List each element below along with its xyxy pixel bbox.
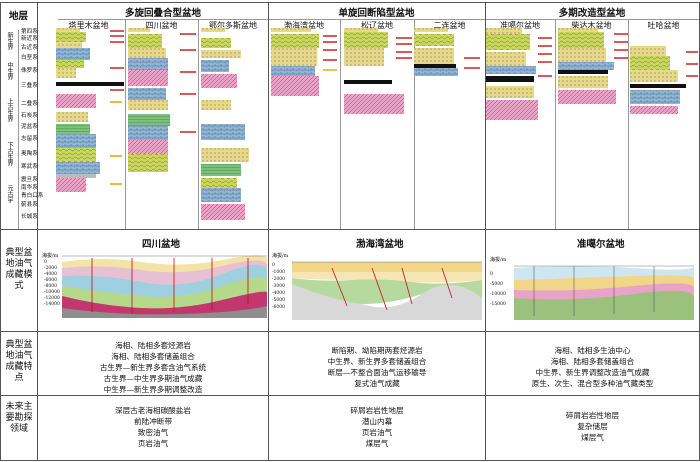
system-cretaceous: 白垩系 bbox=[21, 55, 38, 61]
system-carboniferous: 石炭系 bbox=[21, 113, 38, 119]
junggar-depth-axis: 0 -5000 -10000 -15000 bbox=[490, 272, 506, 307]
row-divider-1 bbox=[0, 229, 700, 230]
section-title-junggar: 准噶尔盆地 bbox=[577, 239, 625, 250]
row-divider-3 bbox=[0, 395, 700, 396]
section-title-sichuan: 四川盆地 bbox=[142, 239, 181, 250]
features-rift: 断陷期、坳陷期两套烃源岩 中生界、新生界多套储盖组合 断层—不整合面油气运移输导复… bbox=[327, 346, 427, 388]
system-silurian: 志留系 bbox=[21, 136, 38, 142]
features-modified: 海相、陆相多生油中心 海相、陆相多套储盖组合 中生界、新生界调整改造油气成藏 原生、… bbox=[531, 346, 654, 388]
future-rift: 碎屑岩岩性地层 潜山内幕 页岩油气 煤层气 bbox=[350, 406, 404, 448]
sichuan-depth-axis: 0 -2000 -4000 -6000 -8000 -10000 -12000 -140… bbox=[44, 260, 60, 307]
era-mesozoic: 中生界 bbox=[6, 62, 13, 80]
stratum-header: 地层 bbox=[8, 11, 28, 22]
bohai-cross-section bbox=[292, 261, 482, 320]
system-sinian: 震旦系 bbox=[21, 177, 38, 183]
system-ordovician: 奥陶系 bbox=[21, 151, 38, 157]
basin-divider-d bbox=[414, 19, 415, 229]
system-jurassic: 侏罗系 bbox=[21, 68, 38, 74]
label-col-divider bbox=[37, 2, 38, 460]
era-upper-paleozoic: 上古生界 bbox=[6, 98, 13, 122]
features-multicycle: 海相、陆相多套烃源岩 海相、陆相多套储盖组合 古生界—新生界多套含油气系统 古生界—… bbox=[99, 341, 207, 394]
era-proterozoic: 元古宇 bbox=[6, 185, 13, 203]
bohai-depth-axis: 0 -1000 -2000 -3000 -4000 -5000 -6000 bbox=[272, 263, 285, 310]
group-title-multicycle: 多旋回叠合型盆地 bbox=[124, 8, 201, 19]
system-devonian: 泥盆系 bbox=[21, 124, 38, 130]
future-modified: 碎屑岩岩性地层 复杂储层 煤层气 bbox=[565, 411, 620, 442]
future-multicycle: 深层古老海相碳酸盐岩 前陆冲断带 致密油气 页岩油气 bbox=[115, 406, 191, 448]
system-changcheng: 长城系 bbox=[21, 214, 38, 220]
sichuan-cross-section bbox=[62, 255, 267, 318]
left-border bbox=[0, 2, 1, 460]
basin-divider-e bbox=[555, 19, 556, 229]
era-lower-paleozoic: 下古生界 bbox=[6, 142, 13, 166]
system-neogene: 新近系 bbox=[21, 36, 38, 42]
basin-bohai: 渤海湾盆地 bbox=[284, 21, 324, 30]
stratigraphic-columns bbox=[56, 28, 698, 220]
system-paleogene: 古近系 bbox=[21, 45, 38, 51]
system-permian: 二叠系 bbox=[21, 101, 38, 107]
group-title-rift: 单旋回断陷型盆地 bbox=[338, 8, 415, 19]
section-title-bohai: 渤海湾盆地 bbox=[356, 239, 404, 250]
basin-ordos: 鄂尔多斯盆地 bbox=[209, 21, 257, 30]
basin-tarim: 塔里木盆地 bbox=[68, 21, 109, 30]
basin-divider-b bbox=[198, 19, 199, 229]
basin-songliao: 松辽盆地 bbox=[361, 21, 393, 30]
row-label-model: 典型盆地油气成藏模式 bbox=[5, 248, 33, 291]
group-divider-2 bbox=[485, 2, 486, 460]
junggar-cross-section bbox=[514, 265, 694, 320]
bohai-axis-unit: 海拔/m bbox=[272, 253, 289, 259]
era-system-divider bbox=[18, 30, 19, 229]
basin-qaidam: 柴达木盆地 bbox=[571, 21, 612, 30]
basin-divider-f bbox=[628, 19, 629, 229]
junggar-axis-unit: 海拔/m bbox=[490, 257, 507, 263]
basin-divider-c bbox=[340, 19, 341, 229]
basin-divider-a bbox=[125, 19, 126, 229]
table-bottom-border bbox=[0, 460, 700, 461]
basin-junggar: 准噶尔盆地 bbox=[500, 21, 540, 30]
sichuan-axis-unit: 海拔/m bbox=[42, 253, 59, 259]
system-qingbaikou: 青白口系 bbox=[21, 193, 44, 199]
group-title-modified: 多期改造型盆地 bbox=[558, 8, 626, 19]
basin-erlian: 二连盆地 bbox=[433, 21, 466, 30]
table-top-border bbox=[0, 2, 700, 3]
system-nanhua: 南华系 bbox=[21, 185, 38, 191]
header-sub-divider bbox=[58, 19, 700, 20]
basin-sichuan: 四川盆地 bbox=[145, 21, 178, 30]
system-jixian: 蓟县系 bbox=[21, 202, 38, 208]
row-divider-2 bbox=[0, 331, 700, 332]
row-label-future: 未来主要勘探领域 bbox=[5, 402, 33, 434]
system-triassic: 三叠系 bbox=[21, 83, 38, 89]
group-divider-1 bbox=[268, 2, 269, 460]
system-quaternary: 第四系 bbox=[21, 29, 38, 35]
system-cambrian: 寒武系 bbox=[21, 164, 38, 170]
row-label-features: 典型盆地油气成藏特点 bbox=[5, 340, 33, 383]
era-cenozoic: 新生界 bbox=[6, 32, 13, 50]
basin-turpan-hami: 吐哈盆地 bbox=[647, 21, 680, 30]
